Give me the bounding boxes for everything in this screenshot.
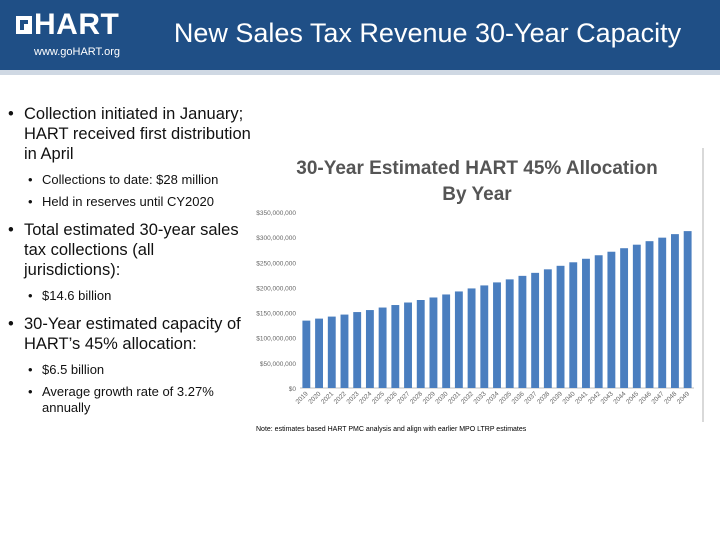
bullet-collections-to-date: Collections to date: $28 million: [6, 172, 254, 188]
bar-2043: [607, 251, 616, 388]
chart-plot: $0 $50,000,000 $100,000,000 $150,000,000 $20…: [256, 210, 694, 406]
x-tick-label: 2043: [600, 390, 615, 405]
x-tick-label: 2035: [498, 390, 513, 405]
x-tick-label: 2048: [663, 390, 678, 405]
chart-title: 30-Year Estimated HART 45% Allocation By…: [282, 156, 672, 208]
bar-2048: [671, 234, 679, 388]
x-tick-label: 2042: [587, 390, 602, 405]
y-tick-label: $50,000,000: [260, 361, 297, 368]
bar-2046: [645, 241, 654, 388]
x-tick-label: 2033: [473, 390, 488, 405]
bar-2023: [353, 312, 362, 388]
hart-logo-icon: [16, 16, 32, 34]
bar-2027: [404, 302, 412, 388]
bullet-total-amount: $14.6 billion: [6, 288, 254, 304]
x-tick-label: 2031: [447, 390, 462, 405]
y-tick-label: $100,000,000: [256, 336, 296, 343]
bar-2039: [556, 265, 565, 388]
logo-url: www.goHART.org: [34, 46, 120, 58]
bar-2022: [340, 314, 349, 388]
x-tick-label: 2047: [650, 390, 665, 405]
hart-logo: HART www.goHART.org: [14, 8, 134, 62]
y-tick-label: $250,000,000: [256, 260, 296, 267]
bar-2042: [594, 255, 603, 388]
bar-2047: [658, 237, 667, 388]
chart-border: [702, 148, 704, 422]
bar-2028: [416, 300, 425, 388]
bullet-hart-capacity: 30-Year estimated capacity of HART’s 45%…: [6, 314, 254, 354]
bullet-collection: Collection initiated in January; HART re…: [6, 104, 254, 164]
x-tick-label: 2046: [638, 390, 653, 405]
slide-header: HART www.goHART.org New Sales Tax Revenu…: [0, 0, 720, 70]
bar-2034: [493, 282, 501, 388]
bar-2041: [582, 258, 590, 388]
x-tick-label: 2028: [409, 390, 424, 405]
bar-2020: [315, 318, 323, 388]
y-tick-label: $0: [289, 386, 297, 393]
x-tick-label: 2025: [371, 390, 386, 405]
slide-title: New Sales Tax Revenue 30-Year Capacity: [173, 18, 682, 48]
logo-text: HART: [34, 8, 120, 41]
bar-2036: [518, 275, 527, 388]
bar-2029: [429, 297, 438, 388]
x-tick-label: 2036: [511, 390, 526, 405]
x-tick-label: 2049: [676, 390, 691, 405]
x-tick-label: 2026: [384, 390, 399, 405]
bar-2038: [543, 269, 552, 388]
bar-2032: [467, 288, 476, 388]
x-tick-label: 2037: [523, 390, 538, 405]
x-tick-label: 2039: [549, 390, 564, 405]
y-tick-label: $350,000,000: [256, 210, 296, 217]
bar-2025: [378, 307, 387, 388]
x-tick-label: 2034: [485, 390, 500, 405]
x-tick-label: 2023: [345, 390, 360, 405]
chart-title-line-1: 30-Year Estimated HART 45% Allocation: [296, 158, 658, 179]
bullet-growth-rate: Average growth rate of 3.27% annually: [6, 384, 254, 416]
bar-2021: [327, 316, 336, 388]
bar-2044: [620, 248, 629, 388]
bullet-list: Collection initiated in January; HART re…: [6, 104, 254, 422]
x-tick-label: 2022: [333, 390, 348, 405]
chart-note: Note: estimates based HART PMC analysis …: [256, 426, 527, 433]
bar-2019: [302, 320, 311, 388]
bar-2026: [391, 305, 400, 388]
bar-2035: [505, 279, 514, 388]
chart-title-line-2: By Year: [442, 184, 512, 205]
bullet-total-collections: Total estimated 30-year sales tax collec…: [6, 220, 254, 280]
bar-2049: [683, 231, 692, 388]
bar-2024: [365, 310, 374, 388]
x-tick-label: 2044: [612, 390, 627, 405]
bar-2037: [531, 272, 540, 388]
header-divider: [0, 70, 720, 75]
x-tick-label: 2024: [358, 390, 373, 405]
bullet-reserves: Held in reserves until CY2020: [6, 194, 254, 210]
x-tick-label: 2030: [434, 390, 449, 405]
x-tick-label: 2045: [625, 390, 640, 405]
bar-2031: [454, 291, 463, 388]
x-tick-label: 2020: [307, 390, 322, 405]
x-tick-label: 2032: [460, 390, 475, 405]
x-tick-label: 2038: [536, 390, 551, 405]
y-tick-label: $200,000,000: [256, 285, 296, 292]
y-tick-label: $300,000,000: [256, 235, 296, 242]
bar-2030: [442, 294, 451, 388]
bar-2045: [632, 244, 641, 388]
x-tick-label: 2019: [295, 390, 310, 405]
bar-2040: [569, 262, 578, 388]
y-tick-label: $150,000,000: [256, 311, 296, 318]
bar-2033: [480, 285, 489, 388]
bullet-capacity-amount: $6.5 billion: [6, 362, 254, 378]
x-tick-label: 2027: [396, 390, 411, 405]
allocation-chart: 30-Year Estimated HART 45% Allocation By…: [252, 148, 704, 436]
x-tick-label: 2041: [574, 390, 589, 405]
x-tick-label: 2029: [422, 390, 437, 405]
x-tick-label: 2021: [320, 390, 335, 405]
x-tick-label: 2040: [561, 390, 576, 405]
